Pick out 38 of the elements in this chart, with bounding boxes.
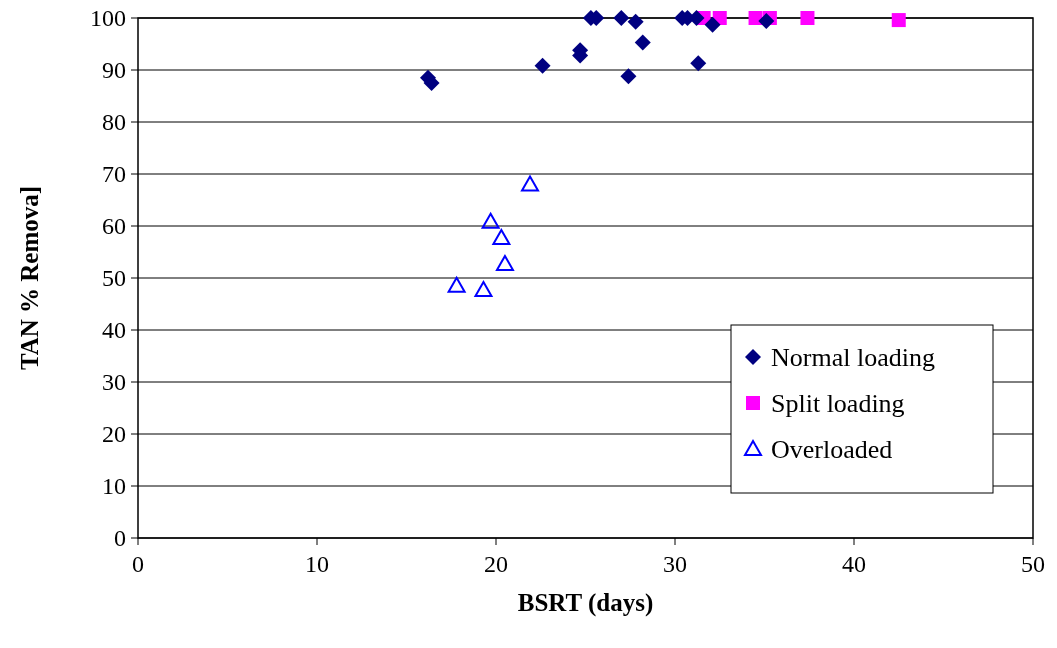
point (495, 254, 514, 271)
point (613, 10, 630, 26)
x-tick-label: 20 (484, 551, 508, 577)
x-tick-label: 40 (842, 551, 866, 577)
point (481, 212, 500, 229)
point (620, 68, 637, 85)
y-tick-label: 50 (102, 265, 126, 292)
point (627, 13, 644, 30)
y-tick-label: 0 (114, 525, 126, 552)
y-tick-label: 100 (90, 5, 126, 32)
y-tick-label: 30 (102, 369, 126, 396)
legend-label: Split loading (771, 389, 905, 419)
point (891, 13, 906, 28)
x-tick-label: 10 (305, 551, 329, 577)
x-axis-title: BSRT (days) (517, 589, 654, 617)
point (474, 280, 493, 297)
y-tick-label: 60 (102, 213, 126, 240)
legend-label: Normal loading (771, 343, 935, 373)
y-tick-label: 20 (102, 421, 126, 448)
y-tick-label: 40 (102, 317, 126, 344)
point (447, 276, 466, 293)
y-tick-label: 70 (102, 161, 126, 188)
point (634, 34, 651, 51)
legend-label: Overloaded (771, 435, 893, 465)
point (534, 57, 551, 74)
x-tick-label: 50 (1021, 551, 1045, 577)
x-tick-label: 0 (132, 551, 144, 577)
point (758, 13, 775, 30)
x-tick-label: 30 (663, 551, 687, 577)
point (521, 175, 540, 192)
point (690, 55, 707, 72)
y-tick-label: 80 (102, 109, 126, 136)
y-axis-title: TAN % Remova] (16, 185, 43, 371)
point (800, 11, 815, 25)
y-tick-label: 10 (102, 473, 126, 500)
point (492, 228, 511, 245)
y-tick-label: 90 (102, 57, 126, 84)
point (704, 16, 721, 33)
